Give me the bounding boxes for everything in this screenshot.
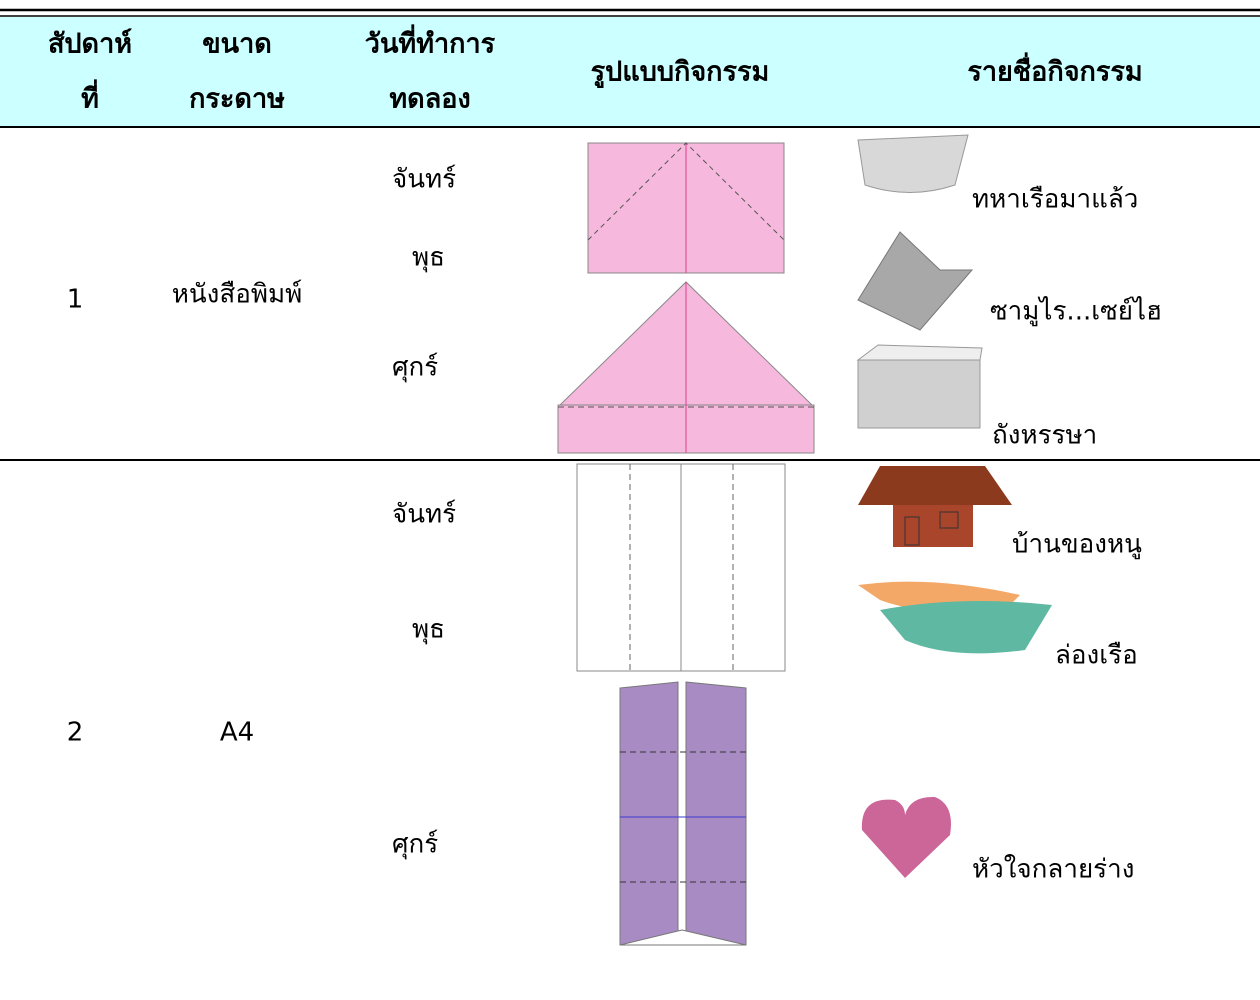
- header-background: [0, 17, 1260, 127]
- header-cell: รายชื่อกิจกรรม: [967, 52, 1142, 88]
- day: จันทร์: [392, 165, 456, 195]
- day: พุธ: [412, 243, 445, 273]
- activity-picture: [858, 466, 1052, 878]
- header-cell: ที่: [81, 79, 99, 115]
- fold-diagram: [557, 142, 815, 454]
- header-cell: วันที่ทำการ: [365, 24, 496, 60]
- activity-picture: [856, 134, 983, 429]
- activity-name: ซามูไร...เซย์ไฮ: [990, 296, 1162, 327]
- activity-name: ถังหรรษา: [992, 421, 1097, 451]
- week: 1: [67, 285, 84, 315]
- fold-diagram: [576, 463, 786, 946]
- header-cell: สัปดาห์: [48, 28, 132, 60]
- activity-name: ทหาเรือมาแล้ว: [972, 185, 1138, 215]
- day: ศุกร์: [392, 830, 438, 860]
- day: ศุกร์: [392, 353, 438, 383]
- activity-name: หัวใจกลายร่าง: [972, 855, 1134, 885]
- paper-size: A4: [220, 718, 254, 748]
- paper-size: หนังสือพิมพ์: [172, 280, 303, 310]
- week: 2: [67, 718, 84, 748]
- header-cell: รูปแบบกิจกรรม: [591, 57, 770, 89]
- header-cell: ทดลอง: [389, 84, 470, 115]
- day: พุธ: [412, 615, 445, 645]
- header-cell: กระดาษ: [189, 84, 285, 115]
- day: จันทร์: [392, 500, 456, 530]
- header-cell: ขนาด: [202, 29, 272, 60]
- activity-name: บ้านของหนู: [1012, 530, 1142, 560]
- activity-name: ล่องเรือ: [1055, 641, 1138, 671]
